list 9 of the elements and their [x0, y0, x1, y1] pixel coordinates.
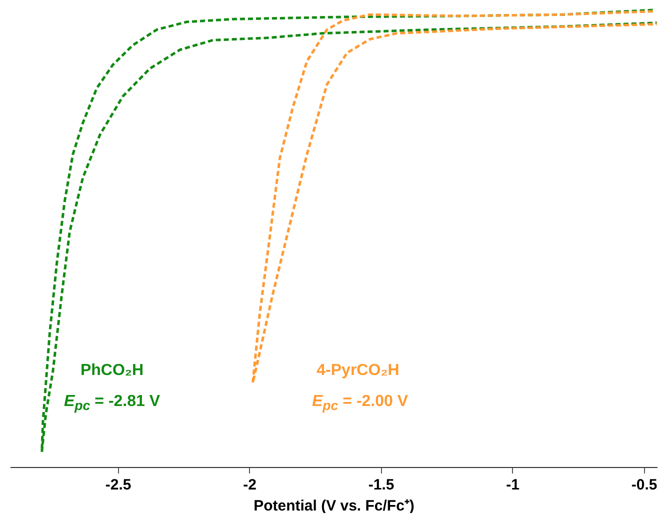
text: 4-PyrCO₂H — [316, 362, 400, 380]
x-tick-label: -1 — [506, 476, 520, 494]
annotation: E$_{pc}$ = -2.00 V — [312, 393, 408, 414]
series-label: PhCO₂H — [80, 362, 144, 380]
x-tick-label: -2.5 — [105, 476, 132, 494]
x-tick-label: -2 — [243, 476, 257, 494]
x-tick-label: -1.5 — [368, 476, 394, 494]
x-tick-label: -0.5 — [631, 476, 658, 494]
annotation: E$_{pc}$ = -2.81 V — [64, 393, 160, 414]
